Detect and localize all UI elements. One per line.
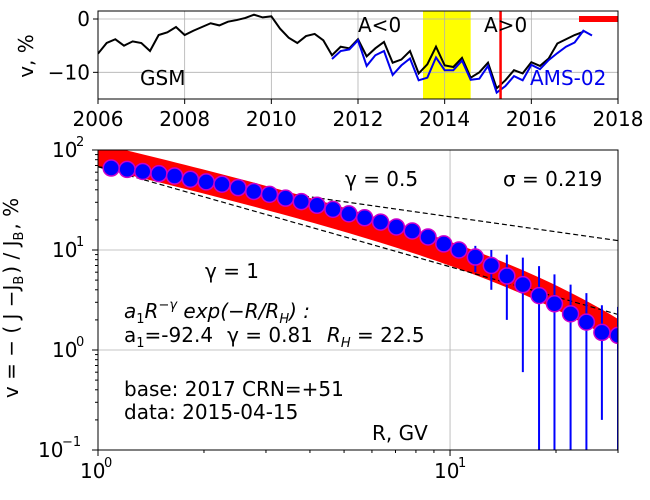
top-x-tick-label: 2012 [333, 107, 384, 131]
data-point [181, 170, 200, 188]
data-point [165, 167, 184, 185]
bottom-panel-spectrum: 10 2 10 1 10 0 10 −1 10 0 10 1 R, GV v =… [0, 135, 619, 483]
data-point [133, 162, 152, 181]
top-x-tick-label: 2006 [73, 107, 124, 131]
bottom-xlabel: R, GV [372, 421, 428, 445]
data-point [403, 222, 421, 240]
top-ylabel: v, % [14, 34, 38, 78]
ams-series-line [331, 29, 593, 95]
y-tick-label-0-1: 10 −1 [38, 435, 81, 462]
svg-text:1: 1 [458, 456, 466, 471]
data-point [340, 205, 358, 223]
annotation-gamma-1: γ = 1 [205, 259, 259, 283]
top-y-tick-label: 0 [77, 7, 90, 31]
data-point [545, 295, 564, 313]
y-tick-label-1: 10 0 [52, 335, 84, 362]
annotation-params: a1=-92.4 γ = 0.81 RH = 22.5 [124, 323, 425, 351]
data-point [577, 313, 596, 331]
y-tick-label-10: 10 1 [52, 235, 84, 262]
svg-text:0: 0 [104, 456, 112, 471]
data-point [197, 173, 215, 191]
data-point [498, 267, 516, 285]
label-a-negative: A<0 [358, 13, 401, 37]
data-point [102, 159, 120, 177]
data-point [150, 164, 168, 183]
svg-text:1: 1 [76, 235, 84, 250]
y-tick-label-100: 10 2 [52, 135, 84, 162]
label-a-positive: A>0 [484, 13, 527, 37]
data-point [324, 200, 342, 219]
svg-text:10: 10 [434, 459, 459, 483]
data-point [530, 286, 548, 305]
data-point [482, 256, 501, 275]
highlight-band [423, 11, 471, 99]
top-gridlines [97, 11, 619, 99]
data-point [387, 218, 406, 236]
gsm-series-line [98, 13, 584, 91]
reference-line-gamma-1 [98, 166, 618, 316]
data-points [102, 159, 618, 345]
bottom-ylabel: v = − ( J −JB) / JB, % [0, 198, 27, 398]
top-x-tick-label: 2016 [506, 107, 557, 131]
data-point [308, 196, 326, 215]
fit-band [98, 150, 618, 343]
data-point [292, 192, 311, 211]
bottom-axis-ticks [92, 149, 619, 456]
annotation-sigma: σ = 0.219 [503, 167, 602, 191]
annotation-base: base: 2017 CRN=+51 [124, 377, 344, 401]
svg-text:2: 2 [76, 135, 84, 150]
error-bars [395, 225, 618, 450]
top-x-tick-label: 2014 [419, 107, 470, 131]
data-point [371, 213, 390, 231]
data-point [213, 175, 231, 193]
data-point [419, 228, 437, 246]
annotation-gamma-0-5: γ = 0.5 [345, 167, 418, 191]
data-point [276, 189, 295, 207]
data-point [609, 326, 618, 345]
top-y-tick-label: −10 [48, 60, 90, 84]
label-gsm: GSM [140, 66, 185, 90]
data-point [514, 275, 532, 294]
data-point [561, 305, 580, 323]
svg-text:10: 10 [80, 459, 105, 483]
annotation-data-date: data: 2015-04-15 [124, 400, 298, 424]
data-point [435, 235, 453, 253]
data-point [260, 185, 279, 204]
data-point [245, 182, 263, 201]
annotation-formula: a1R−γ exp(−R/RH) : [124, 298, 310, 327]
x-tick-label-10: 10 1 [434, 456, 466, 483]
data-point [229, 178, 247, 197]
svg-text:10: 10 [52, 338, 77, 362]
svg-text:10: 10 [52, 238, 77, 262]
data-point [466, 248, 485, 266]
data-point [450, 241, 468, 259]
svg-text:10: 10 [38, 438, 63, 462]
bottom-gridlines [98, 150, 618, 450]
data-point [355, 209, 374, 227]
bottom-plot-frame [97, 149, 619, 451]
svg-text:0: 0 [76, 335, 84, 350]
top-x-tick-label: 2018 [593, 107, 644, 131]
label-ams-02: AMS-02 [530, 66, 606, 90]
svg-text:10: 10 [52, 138, 77, 162]
top-panel-timeseries: 2006 2008 2010 2012 2014 2016 2018 0 −10 v, % GS… [14, 7, 643, 131]
top-axis-ticks: 2006 2008 2010 2012 2014 2016 2018 0 −10 [48, 7, 644, 131]
top-x-tick-label: 2008 [159, 107, 210, 131]
data-point [118, 160, 136, 179]
data-point [593, 323, 611, 342]
svg-text:−1: −1 [62, 435, 81, 450]
top-x-tick-label: 2010 [246, 107, 297, 131]
x-tick-label-1: 10 0 [80, 456, 112, 483]
